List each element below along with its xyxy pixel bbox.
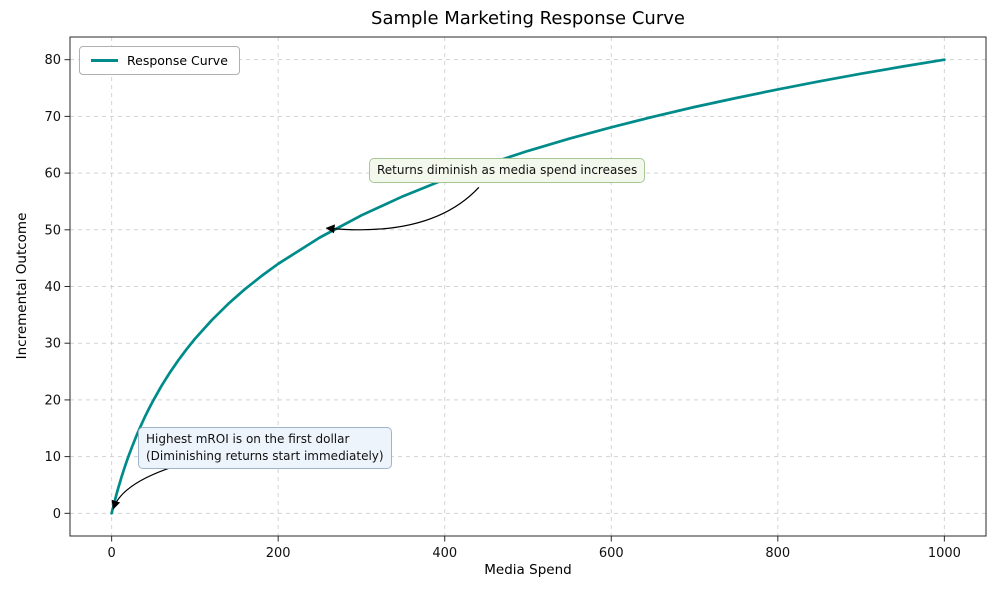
x-tick-label: 800 [765, 546, 790, 561]
y-axis-label: Incremental Outcome [14, 212, 30, 360]
x-tick-label: 600 [599, 546, 624, 561]
y-tick-label: 20 [44, 393, 61, 408]
annotation-highest-mroi: Highest mROI is on the first dollar (Dim… [138, 427, 392, 469]
y-tick-label: 0 [53, 507, 61, 522]
legend-label: Response Curve [127, 53, 228, 68]
x-tick-label: 1000 [928, 546, 961, 561]
y-tick-label: 80 [44, 53, 61, 68]
y-tick-label: 40 [44, 280, 61, 295]
x-tick-label: 400 [432, 546, 457, 561]
annotation-arrow [325, 186, 480, 234]
y-tick-label: 30 [44, 337, 61, 352]
annotation-text-line-1: Highest mROI is on the first dollar [146, 432, 350, 446]
annotation-text-line-2: (Diminishing returns start immediately) [146, 448, 384, 463]
legend: Response Curve [79, 46, 240, 75]
x-tick-label: 200 [266, 546, 291, 561]
x-axis-label: Media Spend [484, 562, 572, 578]
annotation-text: Returns diminish as media spend increase… [377, 163, 638, 177]
annotation-arrow [111, 466, 174, 510]
chart-title: Sample Marketing Response Curve [371, 8, 685, 29]
annotation-diminishing-returns: Returns diminish as media spend increase… [369, 158, 646, 183]
legend-line-swatch [91, 59, 118, 62]
response-curve-line [110, 58, 946, 515]
y-tick-label: 70 [44, 110, 61, 125]
y-tick-label: 10 [44, 450, 61, 465]
x-tick-label: 0 [107, 546, 115, 561]
y-tick-label: 60 [44, 167, 61, 182]
y-tick-label: 50 [44, 223, 61, 238]
